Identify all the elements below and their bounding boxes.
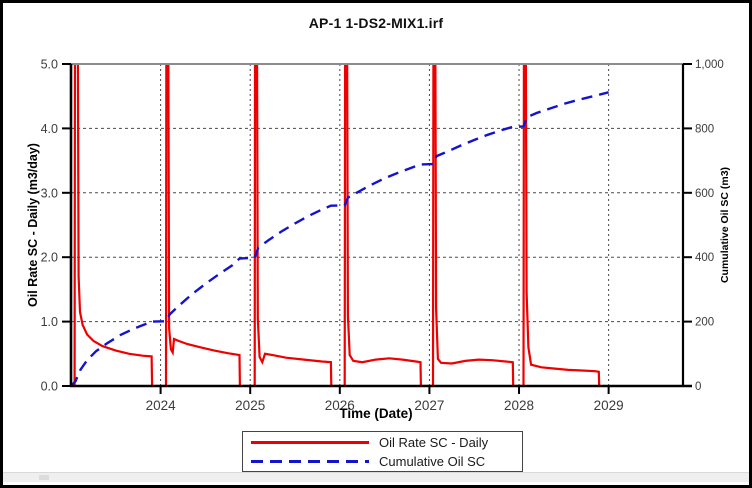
right-tick-label: 1,000	[695, 59, 724, 71]
x-tick-label: 2025	[235, 398, 265, 413]
left-tick-label: 0.0	[41, 380, 58, 394]
x-tick-label: 2029	[594, 398, 624, 413]
legend-box: Oil Rate SC - Daily Cumulative Oil SC	[242, 431, 523, 472]
plot-area: 0.0 1.0 2.0 3.0 4.0 5.0 0 200 400 600 800 1,000 2024…	[41, 58, 724, 414]
oil-rate-series-line	[71, 64, 601, 386]
legend-label-oil-rate: Oil Rate SC - Daily	[379, 434, 489, 450]
left-tick-label: 5.0	[41, 58, 58, 72]
x-tick-label: 2027	[414, 398, 444, 413]
right-tick-label: 400	[695, 252, 714, 264]
scrollbar-thumb[interactable]	[39, 475, 49, 480]
left-tick-label: 1.0	[41, 315, 58, 329]
cumulative-line-sample	[251, 459, 369, 463]
legend-item-cumulative: Cumulative Oil SC	[251, 453, 514, 469]
x-axis-title: Time (Date)	[339, 406, 413, 421]
horizontal-scrollbar[interactable]	[3, 472, 749, 482]
right-tick-label: 600	[695, 188, 714, 200]
x-tick-label: 2024	[146, 398, 177, 413]
left-tick-label: 2.0	[41, 251, 58, 265]
chart-title: AP-1 1-DS2-MIX1.irf	[308, 15, 444, 31]
legend-item-oil-rate: Oil Rate SC - Daily	[251, 434, 514, 450]
right-tick-label: 800	[695, 123, 714, 135]
legend-label-cumulative: Cumulative Oil SC	[379, 453, 486, 469]
right-tick-label: 0	[695, 381, 701, 393]
x-tick-label: 2028	[504, 398, 534, 413]
left-tick-label: 4.0	[41, 122, 58, 136]
oil-rate-line-sample	[251, 440, 369, 444]
left-tick-label: 3.0	[41, 186, 58, 200]
x-tick-label: 2026	[325, 398, 355, 413]
right-tick-label: 200	[695, 317, 714, 329]
cumulative-oil-series-line	[71, 91, 609, 386]
